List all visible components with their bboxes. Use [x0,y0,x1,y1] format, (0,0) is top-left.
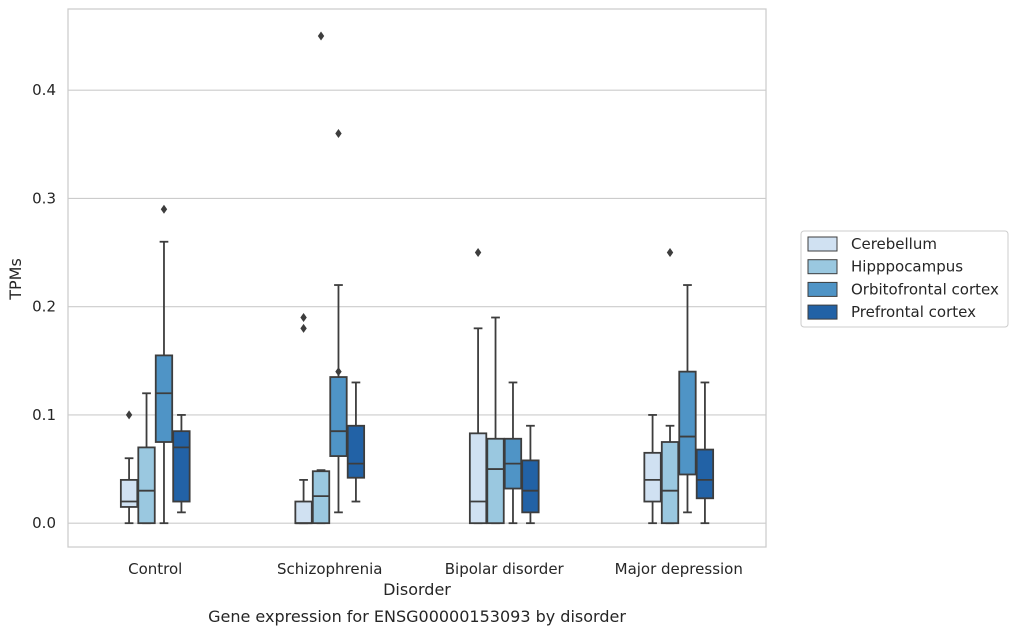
box-orbitofrontal-cortex [329,128,348,514]
x-axis-title: Disorder [383,580,451,599]
box [643,451,662,503]
legend-frame [800,230,1009,328]
x-tick-label: Bipolar disorder [445,560,565,578]
legend-swatch [807,259,838,275]
outlier-marker [317,31,325,41]
legend-label: Prefrontal cortex [851,303,976,321]
y-tick-labels: 0.0 0.1 0.2 0.3 0.4 [32,81,56,532]
box-prefrontal-cortex [172,414,191,514]
x-tick-labels: Control Schizophrenia Bipolar disorder Majo… [128,560,743,578]
plot-frame [67,8,767,548]
y-tick-label: 0.0 [32,514,56,532]
chart-title: Gene expression for ENSG00000153093 by d… [208,607,626,626]
box [137,446,156,525]
x-tick-label: Schizophrenia [277,560,382,578]
legend-label: Hipppocampus [851,258,963,276]
box-orbitofrontal-cortex [503,381,523,525]
box-hipppocampus [486,316,505,525]
y-tick-label: 0.1 [32,406,56,424]
legend-label: Cerebellum [851,235,937,253]
box-cerebellum [468,248,488,525]
box-orbitofrontal-cortex [154,204,174,525]
legend-swatch [807,281,838,297]
outlier-marker [300,313,307,323]
box [294,500,313,525]
outlier-marker [160,204,168,214]
box-hipppocampus [137,392,156,525]
outlier-marker [335,128,342,138]
box-cerebellum [294,313,313,525]
box-series [119,31,715,525]
box [695,448,715,500]
box-prefrontal-cortex [521,424,540,525]
box-cerebellum [643,414,662,525]
box-hipppocampus [660,248,680,525]
box-prefrontal-cortex [346,381,366,503]
box [172,430,191,503]
x-tick-label: Major depression [615,560,743,578]
box-prefrontal-cortex [695,381,715,525]
box [329,376,348,457]
legend: Cerebellum Hipppocampus Orbitofrontal cort… [800,230,1009,328]
outlier-marker [666,248,674,258]
y-tick-label: 0.3 [32,189,56,207]
legend-label: Orbitofrontal cortex [851,280,999,298]
outlier-marker [474,248,482,258]
outlier-marker [300,323,307,333]
box [486,437,505,525]
box [311,470,331,525]
box [521,459,540,514]
box [346,424,366,479]
y-tick-label: 0.4 [32,81,56,99]
legend-swatch [807,304,838,320]
outlier-marker [335,367,342,377]
box-cerebellum [119,410,139,525]
box [660,441,680,525]
box [154,354,174,443]
box-orbitofrontal-cortex [678,284,697,514]
x-tick-label: Control [128,560,182,578]
legend-swatch [807,236,838,252]
box [678,370,697,476]
y-tick-label: 0.2 [32,298,56,316]
y-axis-title: TPMs [6,258,25,301]
box [119,478,139,508]
box [468,432,488,525]
box-hipppocampus [311,31,331,525]
outlier-marker [125,410,133,420]
